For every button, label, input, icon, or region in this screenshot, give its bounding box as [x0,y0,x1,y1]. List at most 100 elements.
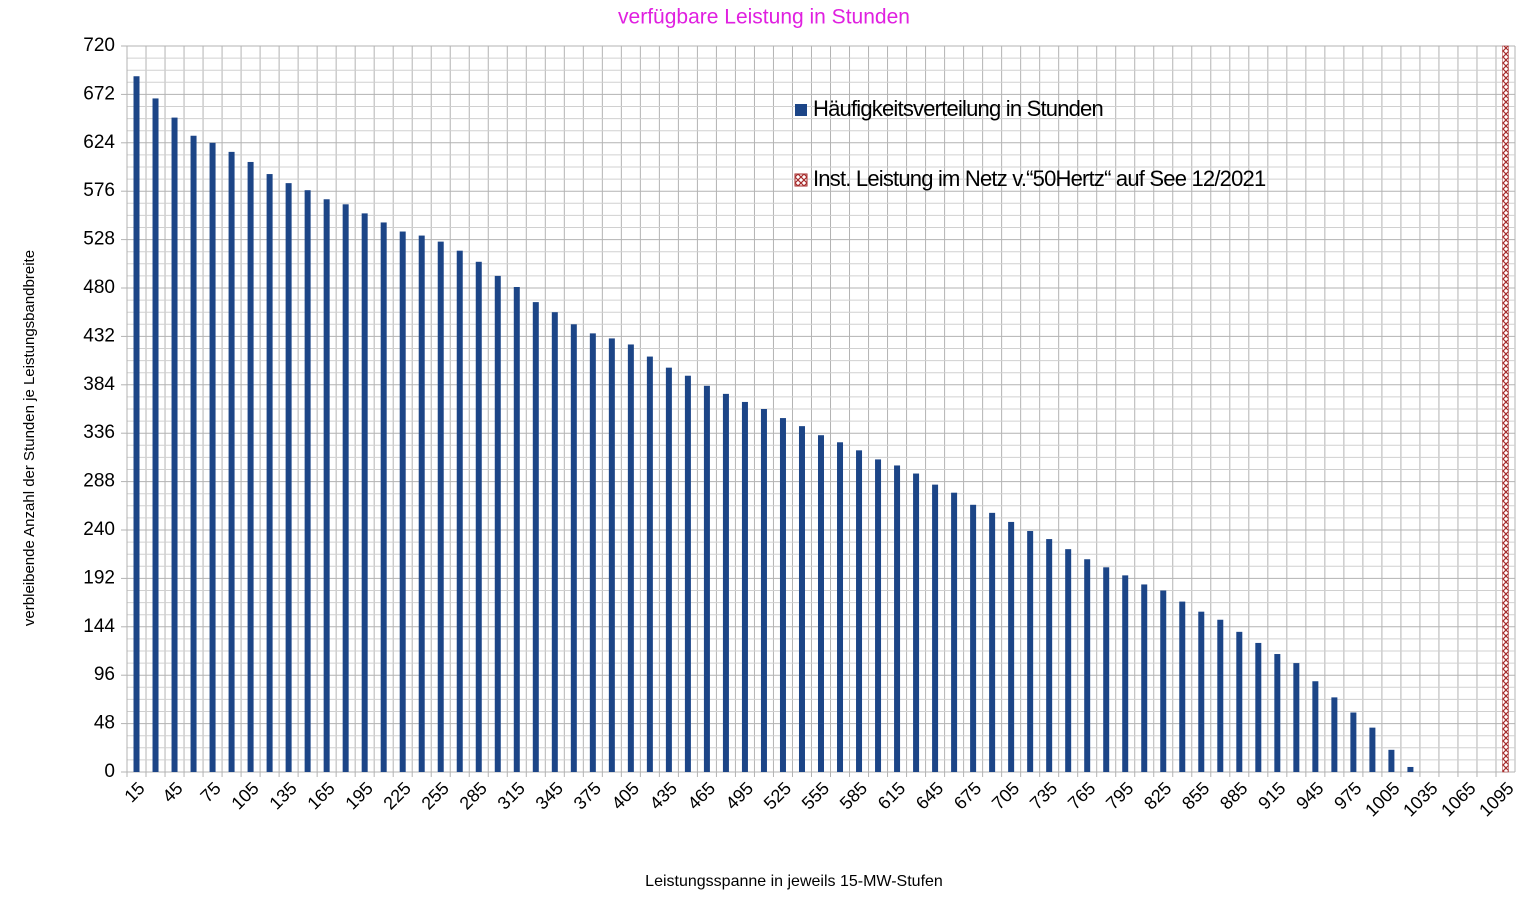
x-tick-label: 975 [1330,778,1365,813]
x-tick-label: 135 [265,778,300,813]
bar [513,286,520,772]
bar [741,401,748,772]
x-tick-label: 825 [1140,778,1175,813]
bar [627,344,634,772]
y-tick-label: 96 [94,664,115,685]
x-tick-label: 675 [950,778,985,813]
bar [837,442,844,772]
bar [437,241,444,772]
bar [1160,590,1167,772]
x-tick-label: 915 [1254,778,1289,813]
y-tick-label: 192 [83,567,115,588]
y-tick-label: 336 [83,422,115,443]
bar [323,199,330,772]
bar [1046,539,1053,772]
bar [1198,611,1205,772]
bar [1293,663,1300,772]
x-tick-label: 585 [836,778,871,813]
x-tick-label: 885 [1216,778,1251,813]
bar [361,213,368,773]
bar [779,418,786,772]
bar [304,190,311,773]
bar [1502,45,1509,773]
x-tick-label: 1065 [1437,778,1479,820]
bar [970,504,977,772]
bar [247,161,254,773]
legend-swatch [794,173,808,187]
bar [1312,681,1319,772]
x-tick-label: 75 [196,778,224,806]
y-tick-label: 576 [83,180,115,201]
bar [266,174,273,772]
bar [418,235,425,773]
x-tick-label: 765 [1064,778,1099,813]
y-tick-label: 240 [83,519,115,540]
legend-label: Inst. Leistung im Netz v.“50Hertz“ auf S… [813,166,1266,191]
y-tick-label: 48 [94,713,115,734]
bar [798,426,805,772]
y-tick-label: 720 [83,35,115,56]
bar [989,512,996,772]
x-tick-label: 1035 [1399,778,1441,820]
x-tick-label: 285 [456,778,491,813]
x-tick-label: 165 [303,778,338,813]
bar [894,465,901,772]
x-tick-label: 705 [988,778,1023,813]
bar [875,459,882,772]
x-tick-label: 1005 [1361,778,1403,820]
x-tick-label: 1095 [1475,778,1517,820]
bar [665,367,672,772]
x-tick-label: 375 [570,778,605,813]
bar [951,492,958,772]
x-axis-label: Leistungsspanne in jeweils 15-MW-Stufen [645,873,943,890]
bar [228,151,235,772]
x-tick-label: 255 [418,778,453,813]
bar [703,385,710,772]
bar [760,409,767,772]
x-tick-label: 435 [646,778,681,813]
y-tick-label: 144 [83,616,115,637]
bar [532,302,539,772]
x-tick-label: 45 [158,778,186,806]
bar [494,275,501,772]
bar [1008,521,1015,772]
bar [1217,619,1224,772]
y-tick-label: 0 [104,761,115,782]
y-tick-label: 288 [83,471,115,492]
x-tick-label: 345 [532,778,567,813]
bar [1027,531,1034,772]
bar [1179,601,1186,772]
bar [1369,727,1376,772]
y-tick-label: 432 [83,325,115,346]
x-tick-label: 315 [494,778,529,813]
y-tick-label: 384 [83,374,115,395]
x-tick-label: 225 [379,778,414,813]
bar [1103,567,1110,772]
bar [133,76,140,772]
x-tick-label: 105 [227,778,262,813]
bar [380,222,387,773]
bar [456,250,463,773]
bar [1255,642,1262,772]
x-tick-label: 525 [760,778,795,813]
y-axis-label: verbleibende Anzahl der Stunden je Leist… [21,250,38,626]
bar [570,324,577,772]
bar [722,393,729,772]
bar [551,312,558,772]
bar [399,231,406,773]
x-tick-label: 495 [722,778,757,813]
bar [608,338,615,772]
y-tick-label: 480 [83,277,115,298]
x-tick-label: 615 [874,778,909,813]
bar [646,356,653,772]
legend-swatch [795,104,807,116]
legend-label: Häufigkeitsverteilung in Stunden [813,96,1103,121]
bar [913,473,920,772]
x-tick-label: 795 [1102,778,1137,813]
bar [818,435,824,772]
x-tick-label: 465 [684,778,719,813]
bar [285,183,292,773]
bar [342,204,349,772]
bar [1407,766,1414,772]
